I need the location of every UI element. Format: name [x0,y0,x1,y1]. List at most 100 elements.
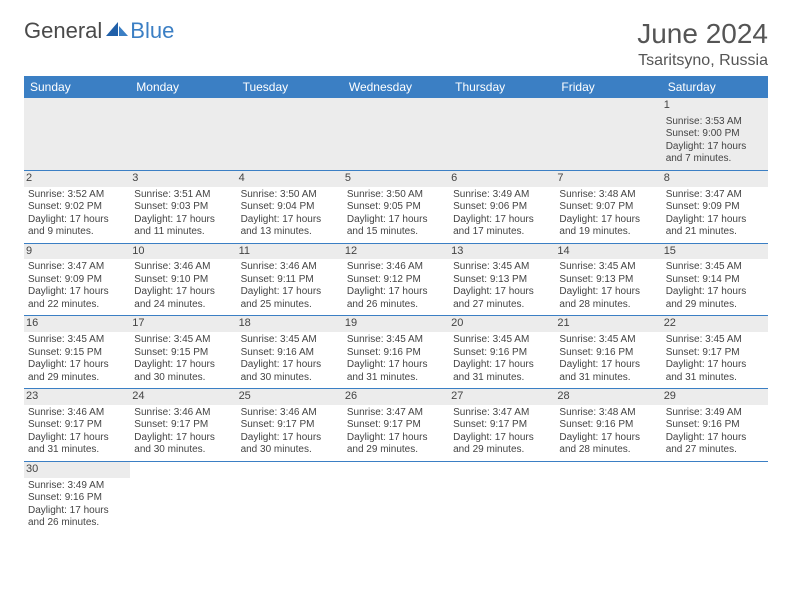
sunset-text: Sunset: 9:02 PM [28,201,126,214]
daylight-text: Daylight: 17 hours and 19 minutes. [559,214,657,239]
calendar-cell [343,98,449,170]
day-number: 3 [130,171,236,187]
day-number: 13 [449,244,555,260]
sunrise-text: Sunrise: 3:48 AM [559,407,657,420]
day-number: 22 [662,316,768,332]
calendar-week-row: 30Sunrise: 3:49 AMSunset: 9:16 PMDayligh… [24,461,768,533]
sunset-text: Sunset: 9:16 PM [559,419,657,432]
sunrise-text: Sunrise: 3:46 AM [347,261,445,274]
calendar-cell: 27Sunrise: 3:47 AMSunset: 9:17 PMDayligh… [449,389,555,462]
day-number: 20 [449,316,555,332]
daylight-text: Daylight: 17 hours and 28 minutes. [559,286,657,311]
calendar-week-row: 2 Sunrise: 3:52 AMSunset: 9:02 PM Daylight… [24,170,768,243]
calendar-cell: 9Sunrise: 3:47 AMSunset: 9:09 PMDaylight… [24,243,130,316]
daylight-text: Daylight: 17 hours and 22 minutes. [28,286,126,311]
day-number: 26 [343,389,449,405]
calendar-table: Sunday Monday Tuesday Wednesday Thursday… [24,76,768,534]
calendar-cell: 29Sunrise: 3:49 AMSunset: 9:16 PMDayligh… [662,389,768,462]
day-number: 12 [343,244,449,260]
day-number: 8 [662,171,768,187]
sail-icon [106,18,128,44]
daylight-text: Daylight: 17 hours and 31 minutes. [453,359,551,384]
day-number: 14 [555,244,661,260]
daylight-text: Daylight: 17 hours and 30 minutes. [134,359,232,384]
day-number: 10 [130,244,236,260]
sunset-text: Sunset: 9:06 PM [453,201,551,214]
calendar-cell: 1 Sunrise: 3:53 AMSunset: 9:00 PMDaylight… [662,98,768,170]
day-number: 1 [662,98,768,114]
calendar-week-row: 16Sunrise: 3:45 AMSunset: 9:15 PMDayligh… [24,316,768,389]
day-number: 25 [237,389,343,405]
weekday-header: Saturday [662,76,768,98]
daylight-text: Daylight: 17 hours and 28 minutes. [559,432,657,457]
header: General Blue June 2024 Tsaritsyno, Russi… [0,0,792,76]
day-number: 5 [343,171,449,187]
sunset-text: Sunset: 9:05 PM [347,201,445,214]
sunrise-text: Sunrise: 3:46 AM [134,261,232,274]
daylight-text: Daylight: 17 hours and 7 minutes. [666,141,764,166]
day-number: 2 [24,171,130,187]
sunset-text: Sunset: 9:04 PM [241,201,339,214]
calendar-cell [130,98,236,170]
weekday-header-row: Sunday Monday Tuesday Wednesday Thursday… [24,76,768,98]
logo: General Blue [24,18,174,44]
sunset-text: Sunset: 9:14 PM [666,274,764,287]
daylight-text: Daylight: 17 hours and 13 minutes. [241,214,339,239]
sunset-text: Sunset: 9:17 PM [28,419,126,432]
sunset-text: Sunset: 9:16 PM [666,419,764,432]
sunrise-text: Sunrise: 3:46 AM [241,407,339,420]
calendar-cell: 28Sunrise: 3:48 AMSunset: 9:16 PMDayligh… [555,389,661,462]
day-number: 6 [449,171,555,187]
daylight-text: Daylight: 17 hours and 17 minutes. [453,214,551,239]
weekday-header: Thursday [449,76,555,98]
sunset-text: Sunset: 9:09 PM [666,201,764,214]
daylight-text: Daylight: 17 hours and 15 minutes. [347,214,445,239]
day-number: 16 [24,316,130,332]
sunrise-text: Sunrise: 3:48 AM [559,189,657,202]
day-number: 24 [130,389,236,405]
sunrise-text: Sunrise: 3:47 AM [666,189,764,202]
sunrise-text: Sunrise: 3:50 AM [241,189,339,202]
day-number: 9 [24,244,130,260]
sunrise-text: Sunrise: 3:53 AM [666,116,764,129]
calendar-cell: 21Sunrise: 3:45 AMSunset: 9:16 PMDayligh… [555,316,661,389]
logo-text-general: General [24,18,102,44]
weekday-header: Tuesday [237,76,343,98]
calendar-cell: 16Sunrise: 3:45 AMSunset: 9:15 PMDayligh… [24,316,130,389]
sunrise-text: Sunrise: 3:47 AM [28,261,126,274]
calendar-cell: 26Sunrise: 3:47 AMSunset: 9:17 PMDayligh… [343,389,449,462]
calendar-cell: 15Sunrise: 3:45 AMSunset: 9:14 PMDayligh… [662,243,768,316]
title-block: June 2024 Tsaritsyno, Russia [637,18,768,70]
sunset-text: Sunset: 9:17 PM [453,419,551,432]
calendar-cell: 30Sunrise: 3:49 AMSunset: 9:16 PMDayligh… [24,461,130,533]
sunrise-text: Sunrise: 3:45 AM [453,334,551,347]
sunrise-text: Sunrise: 3:47 AM [347,407,445,420]
calendar-cell: 18Sunrise: 3:45 AMSunset: 9:16 AMDayligh… [237,316,343,389]
logo-text-blue: Blue [130,18,174,44]
sunset-text: Sunset: 9:16 PM [453,347,551,360]
sunset-text: Sunset: 9:16 PM [347,347,445,360]
calendar-cell [237,98,343,170]
sunrise-text: Sunrise: 3:47 AM [453,407,551,420]
daylight-text: Daylight: 17 hours and 24 minutes. [134,286,232,311]
sunrise-text: Sunrise: 3:45 AM [134,334,232,347]
sunset-text: Sunset: 9:16 PM [28,492,126,505]
sunset-text: Sunset: 9:10 PM [134,274,232,287]
day-number: 17 [130,316,236,332]
calendar-cell [237,461,343,533]
sunset-text: Sunset: 9:13 PM [453,274,551,287]
sunrise-text: Sunrise: 3:49 AM [453,189,551,202]
month-title: June 2024 [637,18,768,50]
sunset-text: Sunset: 9:00 PM [666,128,764,141]
sunrise-text: Sunrise: 3:45 AM [559,261,657,274]
day-number: 27 [449,389,555,405]
calendar-cell [130,461,236,533]
calendar-cell: 14Sunrise: 3:45 AMSunset: 9:13 PMDayligh… [555,243,661,316]
weekday-header: Friday [555,76,661,98]
daylight-text: Daylight: 17 hours and 31 minutes. [666,359,764,384]
sunset-text: Sunset: 9:17 PM [347,419,445,432]
sunrise-text: Sunrise: 3:52 AM [28,189,126,202]
calendar-cell: 25Sunrise: 3:46 AMSunset: 9:17 PMDayligh… [237,389,343,462]
day-number: 11 [237,244,343,260]
weekday-header: Monday [130,76,236,98]
